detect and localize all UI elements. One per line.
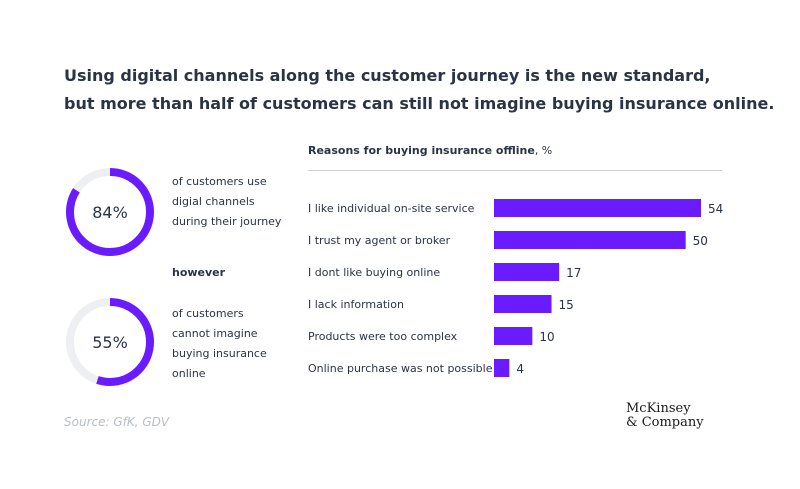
bar-value-label: 10 (539, 330, 554, 344)
bar-category-label: Online purchase was not possible (308, 362, 493, 375)
source-note: Source: GfK, GDV (64, 415, 170, 429)
bar-category-label: Products were too complex (308, 330, 458, 343)
bar-value-label: 50 (693, 234, 708, 248)
bar (494, 199, 701, 217)
chart-title: Reasons for buying insurance offline, % (308, 144, 552, 157)
bar-value-label: 4 (516, 362, 524, 376)
bar-category-label: I trust my agent or broker (308, 234, 451, 247)
chart-title-unit: , % (534, 144, 553, 157)
digital-usage-ring (66, 168, 154, 256)
page-title: Using digital channels along the custome… (64, 62, 775, 118)
logo-line-2: & Company (626, 415, 704, 430)
bar (494, 263, 560, 281)
however-label: however (172, 266, 226, 279)
digital-usage-percent: 84% (92, 202, 128, 222)
title-line-1: Using digital channels along the custome… (64, 66, 711, 85)
bar-value-label: 15 (559, 298, 574, 312)
donut-progress (66, 168, 154, 256)
bar (494, 231, 686, 249)
bar-value-label: 17 (566, 266, 581, 280)
donut-progress (66, 298, 154, 386)
offline-preference-ring (66, 298, 154, 386)
title-line-2: but more than half of customers can stil… (64, 94, 775, 113)
bar (494, 359, 510, 377)
digital-usage-donut: 84% (64, 166, 156, 258)
chart-divider (308, 170, 722, 171)
mckinsey-logo: McKinsey & Company (626, 402, 736, 430)
digital-usage-description: of customers use digial channels during … (172, 175, 282, 228)
bar (494, 327, 533, 345)
bar (494, 295, 552, 313)
bar-category-label: I lack information (308, 298, 404, 311)
bar-value-label: 54 (708, 202, 723, 216)
offline-preference-percent: 55% (92, 332, 128, 352)
offline-preference-donut: 55% (64, 296, 156, 388)
logo-line-1: McKinsey (626, 401, 691, 416)
bar-category-label: I dont like buying online (308, 266, 440, 279)
chart-title-text: Reasons for buying insurance offline (308, 144, 535, 157)
bar-category-label: I like individual on-site service (308, 202, 475, 215)
offline-preference-description: of customers cannot imagine buying insur… (172, 307, 267, 380)
